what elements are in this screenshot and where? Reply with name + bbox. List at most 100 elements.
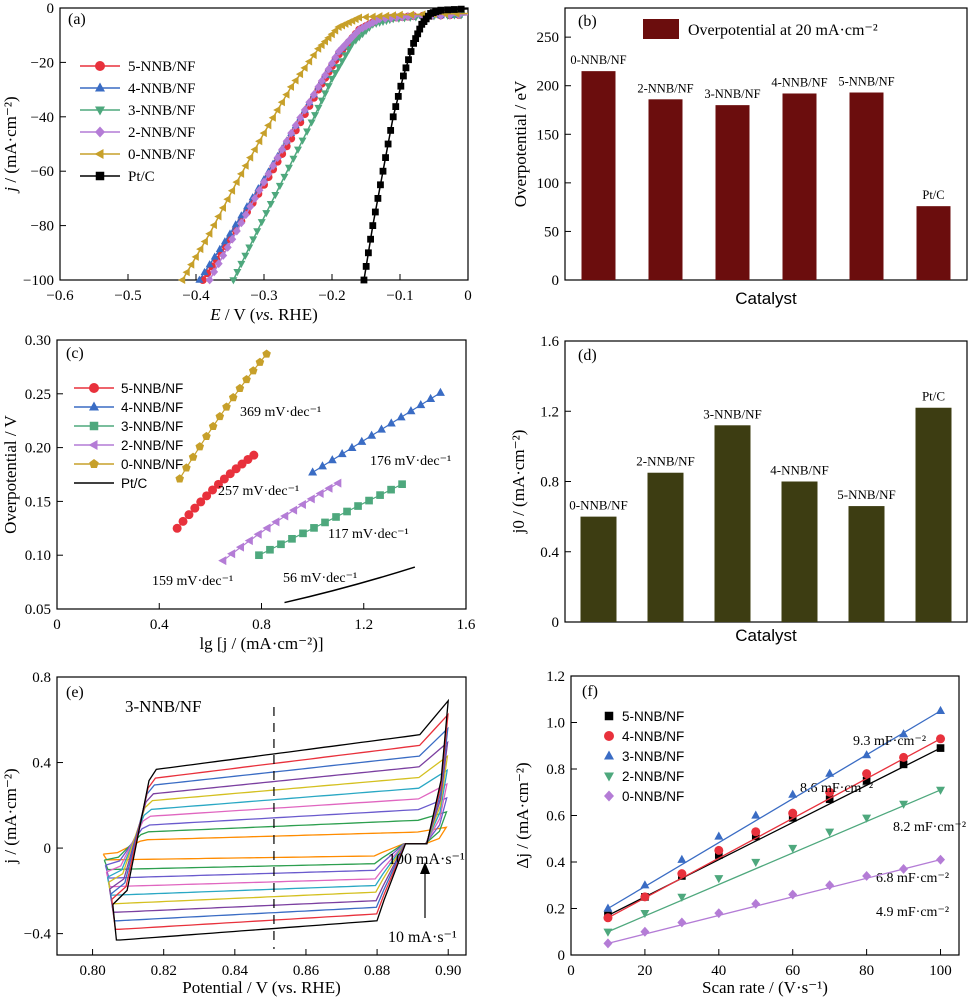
data-point (226, 229, 234, 237)
data-point (196, 497, 206, 507)
data-point (288, 534, 296, 543)
data-point (341, 52, 350, 60)
data-point (262, 210, 271, 218)
data-point (936, 705, 946, 715)
data-point (381, 14, 390, 23)
data-point (376, 424, 386, 433)
data-point (273, 106, 281, 114)
x-tick-label: −0.5 (114, 288, 141, 304)
bar (781, 481, 818, 622)
y-tick-label: 1.2 (546, 669, 565, 685)
data-point (397, 82, 405, 90)
data-point (304, 57, 313, 66)
data-point (936, 744, 945, 752)
data-point (412, 35, 420, 42)
bar-category-label: 2-NNB/NF (637, 81, 693, 95)
data-point (677, 893, 687, 902)
legend-marker (604, 750, 614, 760)
x-tick-label: −0.4 (182, 288, 210, 304)
data-point (232, 178, 240, 187)
legend-label: 3-NNB/NF (121, 419, 183, 434)
y-tick-label: 150 (537, 127, 560, 143)
data-point (362, 263, 370, 270)
data-point (444, 6, 451, 14)
data-point (271, 517, 280, 527)
bar-category-label: Pt/C (922, 389, 945, 404)
bar-category-label: 0-NNB/NF (570, 53, 626, 67)
y-tick-label: 0.8 (540, 475, 559, 491)
x-tick-label: 100 (929, 963, 952, 979)
panel-letter: (d) (578, 347, 597, 364)
data-point (255, 551, 263, 560)
x-tick-label: 0.80 (79, 963, 105, 979)
data-point (311, 112, 319, 120)
data-point (303, 128, 312, 136)
x-tick-label: 0.88 (364, 963, 390, 979)
legend-label: 2-NNB/NF (622, 769, 684, 784)
data-point (364, 249, 372, 257)
y-tick-label: −40 (31, 110, 54, 126)
panel-d: 0 0.4 0.8 1.2 1.6 (d) Catalyst j0 / (mA·cm⁻²) 0-… (509, 334, 968, 645)
annotation-high: 100 mA·s⁻¹ (388, 851, 465, 868)
data-point (314, 82, 323, 92)
data-point (862, 750, 872, 759)
x-tick-label: 1.6 (457, 617, 476, 633)
y-tick-label: −20 (31, 55, 54, 71)
data-point (936, 786, 946, 795)
data-point (210, 252, 219, 260)
data-point (825, 787, 835, 797)
cv-curve (106, 768, 449, 896)
data-point (338, 58, 347, 66)
panel-e: 0.80 0.82 0.84 0.86 0.88 0.90 −0.4 0 0.4 0.8 (e) 3-… (1, 670, 467, 997)
data-point (223, 195, 231, 204)
data-point (388, 11, 396, 20)
bar (916, 206, 951, 280)
data-point (360, 276, 368, 284)
data-point (899, 864, 909, 874)
data-point (242, 374, 251, 384)
legend-marker (89, 401, 99, 411)
data-point (219, 251, 228, 260)
x-tick-label: 1.2 (354, 617, 373, 633)
y-tick-label: 0.4 (540, 545, 559, 561)
data-point (862, 871, 872, 881)
data-point (202, 431, 211, 441)
x-axis-label: Scan rate / (V·s⁻¹) (702, 978, 828, 997)
data-point (278, 145, 287, 154)
data-point (406, 10, 415, 19)
data-point (269, 161, 278, 171)
bar-category-label: 4-NNB/NF (771, 75, 827, 89)
data-point (398, 480, 406, 489)
data-point (324, 83, 333, 91)
x-axis-label: Catalyst (735, 626, 797, 645)
data-point (328, 75, 336, 84)
data-point (205, 260, 214, 268)
panel-a: −0.6 −0.5 −0.4 −0.3 −0.2 −0.1 0 −100 −80 −60 −40 −2… (1, 1, 472, 324)
series-line-3-NNB/NF (232, 14, 469, 281)
series-line-Pt/C (284, 566, 416, 604)
data-point (314, 104, 323, 113)
data-point (406, 406, 416, 415)
data-point (287, 128, 296, 138)
data-point (357, 436, 367, 445)
data-point (387, 127, 395, 134)
data-point (331, 53, 340, 62)
plot-frame (56, 676, 467, 956)
data-point (190, 503, 200, 513)
slope-label: 176 mV·dec⁻¹ (370, 454, 451, 469)
y-tick-label: 0.05 (25, 602, 51, 618)
y-tick-label: −80 (31, 219, 54, 235)
data-point (225, 469, 235, 479)
data-point (227, 549, 236, 559)
data-point (416, 25, 424, 33)
data-point (314, 44, 322, 53)
y-tick-label: 0.15 (25, 494, 51, 510)
data-point (426, 393, 436, 402)
series-line-Pt/C (363, 8, 469, 281)
bar (648, 99, 683, 280)
data-point (229, 277, 238, 285)
arrow-head (420, 862, 430, 874)
data-point (218, 203, 226, 212)
cdl-label: 8.2 mF·cm⁻² (893, 820, 966, 835)
data-point (825, 795, 834, 804)
